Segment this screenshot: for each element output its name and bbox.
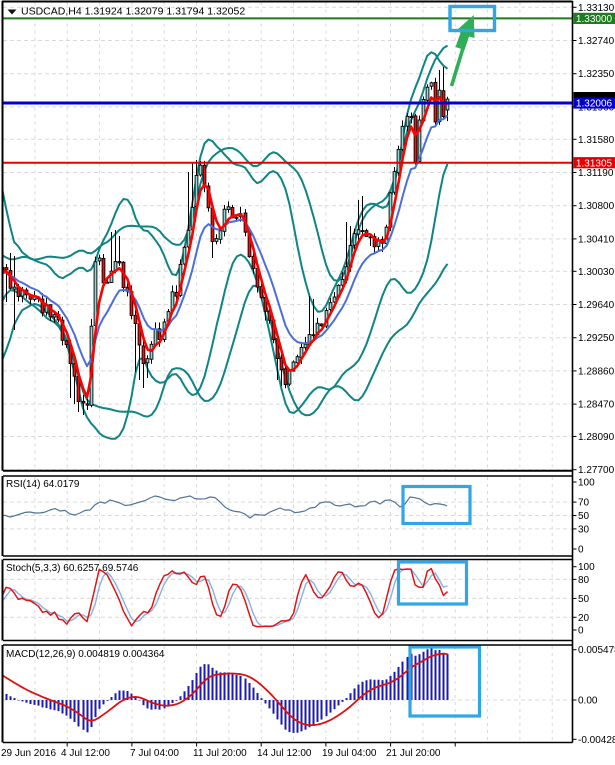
svg-text:7 Jul 04:00: 7 Jul 04:00: [130, 748, 179, 759]
svg-text:100: 100: [578, 562, 595, 573]
svg-text:USDCAD,H4 1.31924 1.32079 1.3: USDCAD,H4 1.31924 1.32079 1.31794 1.3205…: [21, 6, 245, 18]
svg-text:1.31580: 1.31580: [578, 135, 615, 146]
svg-text:21 Jul 20:00: 21 Jul 20:00: [386, 748, 441, 759]
svg-text:14 Jul 12:00: 14 Jul 12:00: [257, 748, 312, 759]
svg-text:1.27700: 1.27700: [578, 465, 615, 476]
svg-text:1.32740: 1.32740: [578, 36, 615, 47]
svg-text:-0.004285: -0.004285: [578, 735, 615, 746]
svg-text:1.28090: 1.28090: [578, 432, 615, 443]
svg-text:1.29250: 1.29250: [578, 333, 615, 344]
svg-text:1.30030: 1.30030: [578, 267, 615, 278]
svg-text:0: 0: [578, 545, 584, 556]
svg-text:1.30410: 1.30410: [578, 234, 615, 245]
svg-text:4 Jul 12:00: 4 Jul 12:00: [61, 748, 110, 759]
svg-text:1.30800: 1.30800: [578, 201, 615, 212]
svg-text:100: 100: [578, 478, 595, 489]
svg-text:0.005478: 0.005478: [578, 645, 615, 656]
svg-text:11 Jul 20:00: 11 Jul 20:00: [193, 748, 247, 759]
svg-text:30: 30: [578, 524, 590, 535]
svg-text:50: 50: [578, 511, 590, 522]
svg-text:1.29640: 1.29640: [578, 300, 615, 311]
svg-text:80: 80: [578, 575, 590, 586]
svg-text:1.31305: 1.31305: [576, 158, 613, 169]
svg-text:1.32006: 1.32006: [576, 99, 613, 110]
svg-text:MACD(12,26,9) 0.004819 0.00436: MACD(12,26,9) 0.004819 0.004364: [6, 649, 165, 660]
svg-text:29 Jun 2016: 29 Jun 2016: [1, 748, 56, 759]
svg-text:Stoch(5,3,3) 60.6257 69.5746: Stoch(5,3,3) 60.6257 69.5746: [6, 563, 139, 574]
svg-text:20: 20: [578, 613, 590, 624]
svg-text:1.32350: 1.32350: [578, 69, 615, 80]
svg-text:0: 0: [578, 626, 584, 637]
svg-text:0.00: 0.00: [578, 696, 598, 707]
svg-text:70: 70: [578, 498, 590, 509]
svg-text:1.28470: 1.28470: [578, 400, 615, 411]
svg-text:1.28860: 1.28860: [578, 366, 615, 377]
svg-text:1.31190: 1.31190: [578, 168, 614, 179]
svg-text:1.33000: 1.33000: [576, 14, 613, 25]
svg-text:RSI(14) 64.0179: RSI(14) 64.0179: [6, 479, 80, 490]
svg-text:19 Jul 04:00: 19 Jul 04:00: [322, 748, 377, 759]
svg-text:1.33130: 1.33130: [578, 3, 615, 14]
svg-text:50: 50: [578, 594, 590, 605]
